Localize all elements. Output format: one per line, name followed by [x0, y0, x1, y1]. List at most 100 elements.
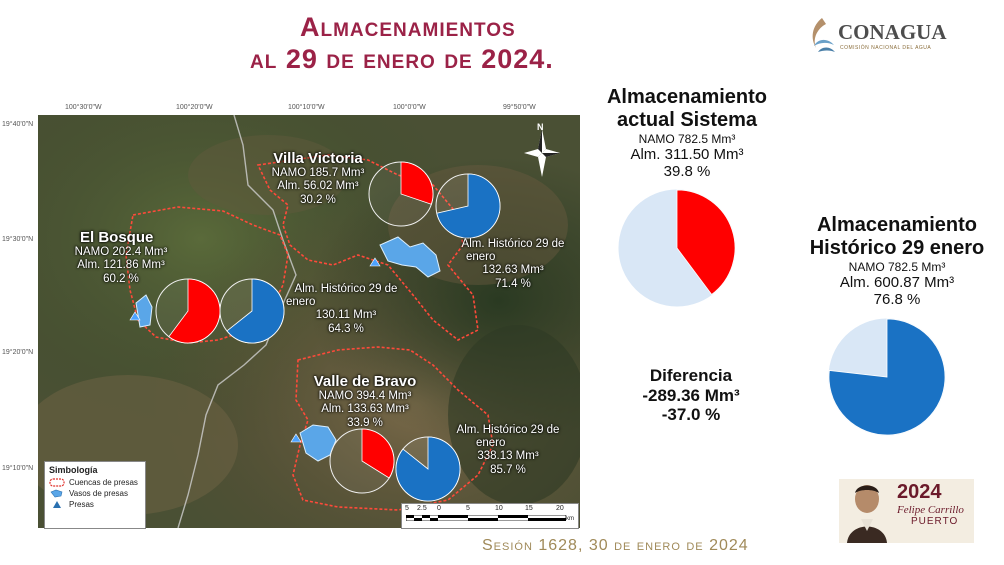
current-pie [329, 428, 395, 494]
difference-value: -289.36 Mm³ [642, 385, 740, 405]
scale-tick: 5 [405, 505, 409, 512]
scale-unit: km [566, 516, 574, 522]
basin-outline-valle-de-bravo [292, 346, 494, 511]
coord-left-label: 19°10'0"N [2, 465, 34, 472]
historic-namo: NAMO 782.5 Mm³ [848, 260, 946, 274]
scale-bar: 5 2.5 0 5 10 15 20 km [401, 503, 579, 529]
hist-value: 132.63 Mm³ [482, 264, 544, 277]
system-storage-panel: Almacenamiento actual Sistema NAMO 782.5… [582, 86, 792, 180]
hist-value: 338.13 Mm³ [477, 450, 539, 463]
dam-hist-valle-de-bravo: Alm. Histórico 29 de enero 338.13 Mm³ 85… [436, 424, 580, 477]
historic-pie [219, 278, 285, 344]
dam-triangle-icon [53, 501, 61, 508]
logo-name: CONAGUA [838, 20, 947, 44]
dam-pct: 60.2 % [103, 272, 139, 285]
hist-label: enero [476, 437, 506, 450]
coord-top-label: 100°10'0"W [288, 104, 325, 111]
map-coords-top: 100°30'0"W 100°20'0"W 100°10'0"W 100°0'0… [38, 104, 580, 114]
dam-pct: 30.2 % [300, 193, 336, 206]
coord-left-label: 19°30'0"N [2, 236, 34, 243]
dam-hist-el-bosque: Alm. Histórico 29 de enero 130.11 Mm³ 64… [276, 283, 416, 336]
water-wave-icon [812, 18, 835, 52]
dam-alm: Alm. 133.63 Mm³ [321, 403, 409, 416]
difference-title: Diferencia [649, 366, 733, 385]
north-label: N [537, 122, 544, 132]
historic-total-pie-slice [828, 318, 946, 436]
session-footer: Sesión 1628, 30 de enero de 2024 [482, 537, 749, 554]
system-namo: NAMO 782.5 Mm³ [638, 132, 736, 146]
basin-outline-villa-victoria [256, 154, 479, 341]
dam-marker [129, 311, 141, 321]
dam-alm: Alm. 121.86 Mm³ [77, 259, 165, 272]
historic-pie-slice [226, 278, 285, 344]
scale-tick: 15 [525, 505, 533, 512]
dam-namo: NAMO 394.4 Mm³ [318, 390, 412, 403]
system-pie-slice [676, 189, 736, 296]
dam-name: Valle de Bravo [313, 373, 417, 390]
current-pie [368, 161, 434, 227]
system-alm: Alm. 311.50 Mm³ [630, 146, 744, 163]
coord-top-label: 100°30'0"W [65, 104, 102, 111]
dam-namo: NAMO 185.7 Mm³ [271, 167, 365, 180]
satellite-map[interactable] [38, 115, 580, 528]
reservoir-villa-victoria [379, 236, 441, 278]
system-title: Almacenamiento [606, 86, 768, 108]
current-pie [155, 278, 221, 344]
historic-total-pie-remainder [828, 318, 946, 436]
portrait-icon [847, 485, 887, 543]
map-legend: Simbología Cuencas de presas Vasos de pr… [44, 461, 146, 529]
dam-name: Villa Victoria [273, 150, 363, 167]
current-pie-slice [400, 161, 434, 205]
system-title: actual Sistema [616, 109, 758, 131]
historic-pie [395, 436, 461, 502]
hist-label: enero [286, 296, 316, 309]
system-pie-remainder [618, 189, 736, 307]
historic-title: Almacenamiento [816, 214, 978, 236]
coord-top-label: 99°50'0"W [503, 104, 536, 111]
badge-name: PUERTO [911, 516, 959, 527]
scale-tick: 20 [556, 505, 564, 512]
coord-left-label: 19°40'0"N [2, 121, 34, 128]
dam-info-valle-de-bravo: Valle de Bravo NAMO 394.4 Mm³ Alm. 133.6… [300, 373, 430, 430]
legend-item: Cuencas de presas [69, 478, 138, 487]
hist-pct: 71.4 % [495, 277, 531, 290]
hist-label: enero [466, 251, 496, 264]
historic-total-pie [828, 318, 946, 436]
difference-pct: -37.0 % [661, 405, 721, 425]
slide-title-line-2: al 29 de enero de 2024. [250, 44, 554, 74]
dam-namo: NAMO 202.4 Mm³ [74, 246, 168, 259]
basin-outline-icon [49, 478, 65, 487]
map-canvas [38, 115, 580, 528]
dam-name: El Bosque [80, 229, 154, 246]
system-pct: 39.8 % [663, 163, 711, 180]
scale-bar-graphic [406, 515, 566, 521]
historic-title: Histórico 29 enero [809, 237, 985, 259]
historic-pct: 76.8 % [873, 291, 921, 308]
conagua-logo: CONAGUA COMISIÓN NACIONAL DEL AGUA [806, 14, 956, 60]
historic-alm: Alm. 600.87 Mm³ [839, 274, 955, 291]
dam-hist-villa-victoria: Alm. Histórico 29 de enero 132.63 Mm³ 71… [438, 238, 588, 291]
legend-item: Presas [69, 500, 94, 509]
slide-title-line-1: Almacenamientos [300, 12, 516, 42]
legend-item: Vasos de presas [69, 489, 128, 498]
coord-top-label: 100°0'0"W [393, 104, 426, 111]
legend-title: Simbología [49, 465, 98, 475]
dam-alm: Alm. 56.02 Mm³ [277, 180, 359, 193]
dam-pct: 33.9 % [347, 416, 383, 429]
coord-top-label: 100°20'0"W [176, 104, 213, 111]
scale-tick: 2.5 [417, 505, 427, 512]
hist-label: Alm. Histórico 29 de [456, 424, 560, 436]
coord-left-label: 19°20'0"N [2, 349, 34, 356]
hist-pct: 64.3 % [328, 322, 364, 335]
map-coords-left: 19°40'0"N 19°30'0"N 19°20'0"N 19°10'0"N [2, 115, 38, 528]
dam-marker [369, 257, 381, 267]
felipe-carrillo-puerto-badge: 2024 Felipe Carrillo PUERTO [839, 479, 974, 543]
historic-pie-slice [395, 436, 461, 502]
north-arrow-icon [524, 129, 560, 177]
hist-value: 130.11 Mm³ [315, 309, 377, 322]
badge-year: 2024 [897, 481, 942, 503]
hist-label: Alm. Histórico 29 de [461, 238, 565, 250]
dam-info-villa-victoria: Villa Victoria NAMO 185.7 Mm³ Alm. 56.02… [258, 150, 378, 207]
system-pie [618, 189, 736, 307]
hist-pct: 85.7 % [490, 463, 526, 476]
